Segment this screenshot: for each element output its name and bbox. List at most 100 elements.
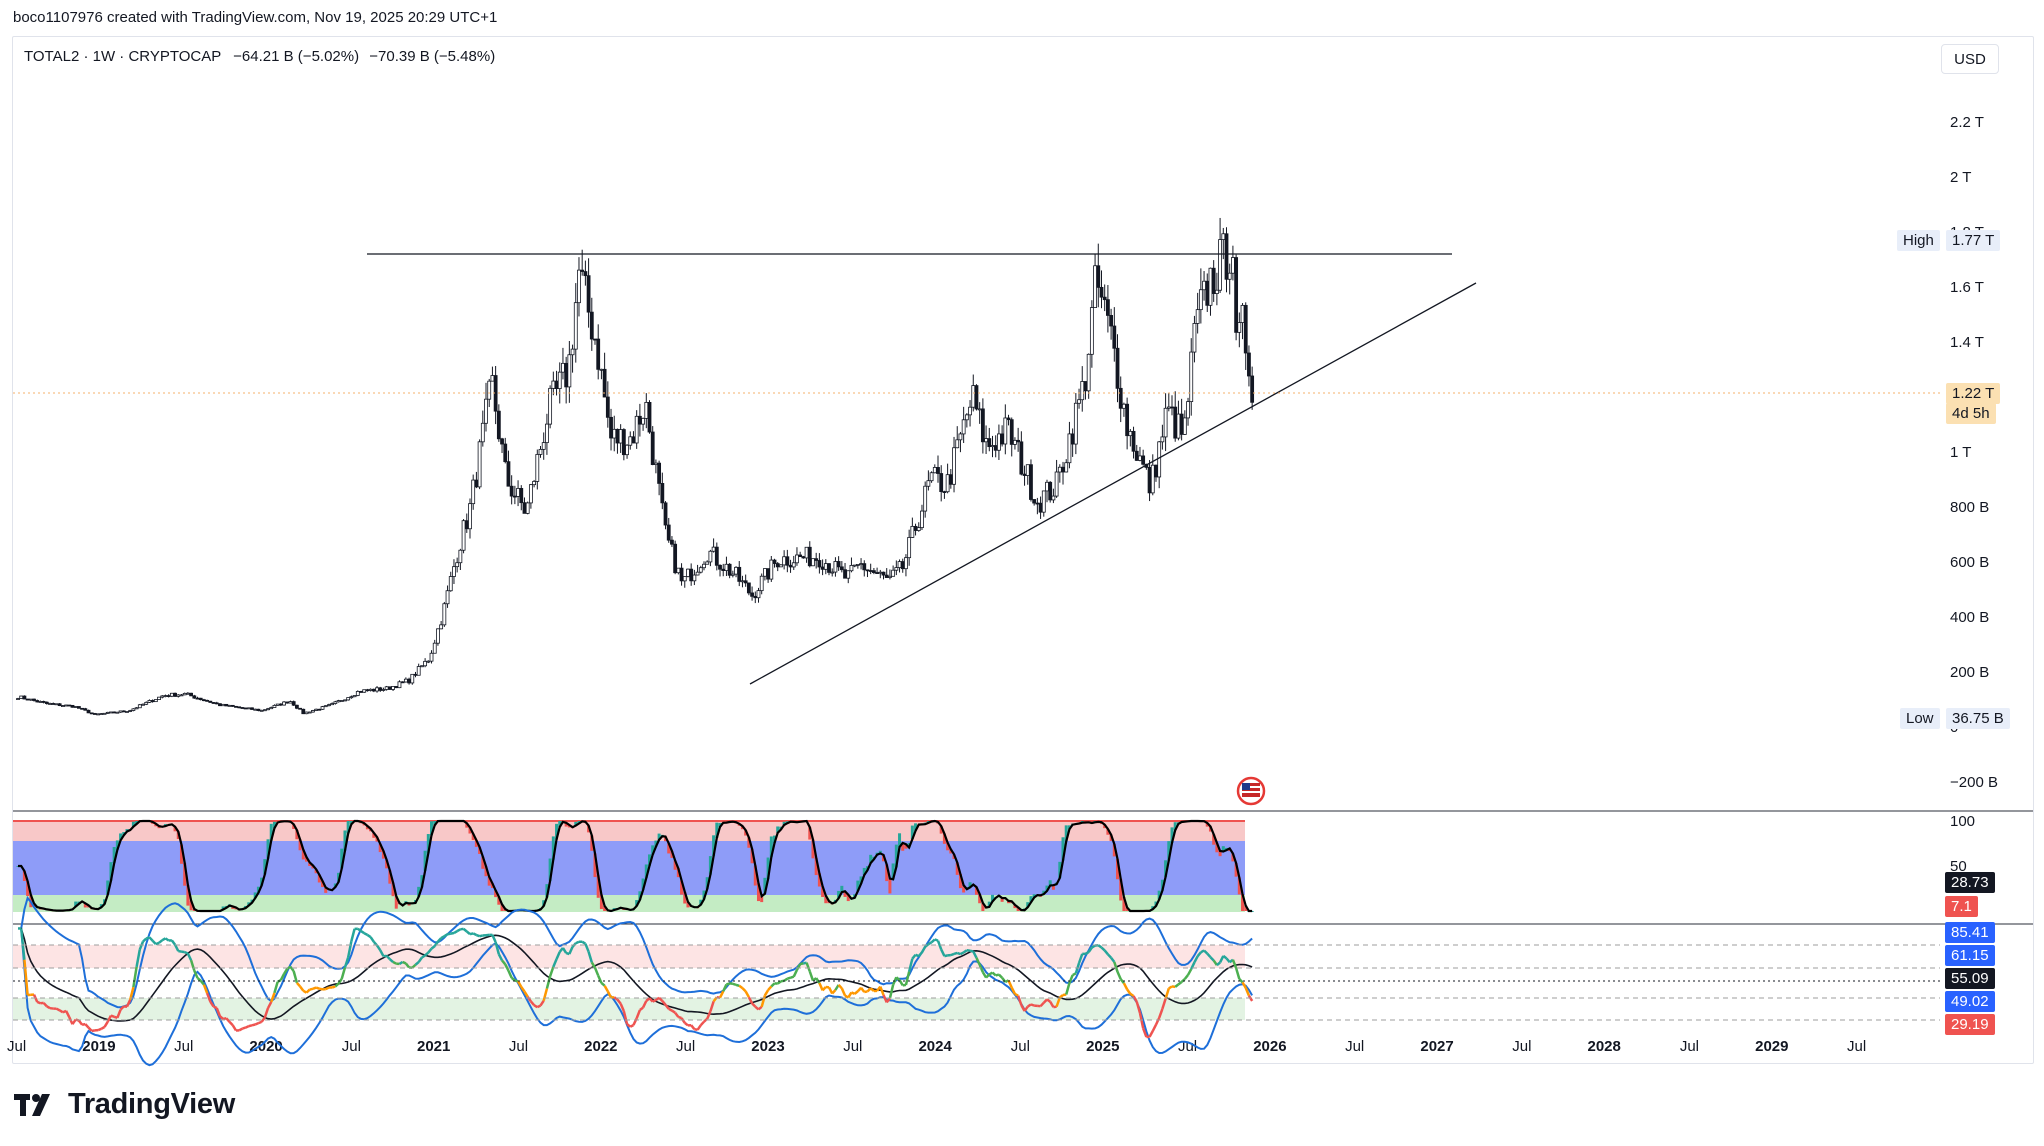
candle — [698, 565, 703, 574]
candle — [314, 708, 319, 712]
stoch-bar — [189, 900, 193, 911]
candle — [500, 437, 504, 454]
rsi-segment — [113, 1015, 118, 1020]
symbol-name[interactable]: TOTAL2 · 1W · CRYPTOCAP — [24, 48, 221, 65]
rsi-segment — [703, 1017, 709, 1023]
us-flag-event-icon[interactable] — [1236, 776, 1266, 806]
rsi-segment — [1103, 949, 1109, 956]
rsi-segment — [379, 949, 385, 957]
candle — [394, 686, 399, 689]
rsi-segment — [718, 990, 725, 999]
rsi-segment — [334, 982, 340, 988]
stoch-bar — [385, 859, 389, 869]
candle — [1179, 398, 1184, 441]
candle — [984, 425, 988, 454]
candle — [1038, 496, 1043, 519]
rsi-segment — [263, 1007, 270, 1018]
candle — [836, 556, 841, 571]
rsi-segment — [985, 973, 991, 979]
rsi-segment — [944, 954, 948, 958]
candle — [1231, 245, 1235, 281]
stoch-bar — [862, 867, 866, 875]
stoch-bar — [173, 826, 177, 832]
rsi-segment — [196, 977, 202, 982]
rsi-segment — [385, 954, 391, 961]
candle — [795, 547, 799, 566]
stoch-bar — [484, 866, 488, 877]
candle — [420, 665, 424, 668]
rsi-segment — [587, 951, 593, 963]
rsi-segment — [110, 1014, 115, 1018]
stoch-bar — [423, 850, 427, 871]
candle — [307, 711, 312, 714]
candle — [1176, 400, 1181, 441]
stoch-bar — [1234, 863, 1238, 877]
rsi-segment — [655, 996, 660, 1002]
candle — [670, 536, 674, 548]
rsi-segment — [193, 970, 199, 979]
candle — [997, 424, 1001, 460]
x-tick-label: 2029 — [1755, 1038, 1788, 1055]
rsi-segment — [760, 995, 767, 1008]
currency-button[interactable]: USD — [1941, 44, 1999, 74]
stoch-bar — [1032, 894, 1036, 898]
rsi-segment — [864, 990, 868, 994]
candle — [948, 468, 953, 489]
stoch-bar — [430, 821, 434, 836]
rsi-segment — [1151, 1024, 1158, 1032]
candle — [535, 449, 540, 490]
candle — [461, 519, 466, 554]
trendline[interactable] — [749, 282, 1477, 685]
candle — [727, 563, 732, 579]
candle — [650, 426, 655, 466]
rsi-segment — [803, 961, 807, 965]
candle — [1073, 393, 1078, 455]
stoch-bar — [340, 848, 344, 869]
candle — [77, 706, 81, 709]
stoch-bar — [381, 850, 385, 859]
candle — [839, 561, 844, 573]
candle — [368, 688, 373, 692]
candle — [288, 700, 293, 704]
rsi-segment — [555, 951, 561, 960]
candle — [391, 686, 395, 692]
candle — [246, 707, 251, 710]
rsi-segment — [209, 1001, 215, 1008]
rsi-segment — [1132, 995, 1138, 1003]
candle — [439, 621, 444, 630]
time-axis[interactable]: Jul 2019 Jul 2020 Jul 2021 Jul 2022 Jul 2023 Jul 20… — [7, 1038, 1866, 1055]
candle — [538, 445, 543, 458]
x-tick-label: Jul — [509, 1038, 528, 1055]
rsi-segment — [831, 989, 837, 995]
rsi-segment — [668, 1007, 673, 1012]
candle — [891, 565, 896, 577]
stoch-bar — [487, 876, 491, 886]
rsi-segment — [1225, 957, 1231, 964]
rsi-segment — [375, 944, 382, 951]
candle — [436, 628, 440, 646]
x-tick-label: Jul — [1847, 1038, 1866, 1055]
stoch-bar — [987, 901, 991, 907]
candle — [1035, 497, 1040, 515]
candle — [762, 568, 767, 581]
stoch-bar — [763, 877, 767, 894]
rsi-segment — [62, 1009, 67, 1014]
candle — [262, 709, 267, 712]
candle — [1154, 464, 1158, 482]
candle — [1109, 308, 1114, 340]
rsi-segment — [808, 970, 815, 982]
rsi-segment — [494, 941, 501, 955]
tradingview-brand[interactable]: TradingView — [14, 1088, 235, 1121]
high-label: High — [1897, 230, 1940, 251]
symbol-legend[interactable]: TOTAL2 · 1W · CRYPTOCAP −64.21 B (−5.02%… — [24, 48, 495, 65]
stoch-bar — [317, 874, 321, 883]
stoch-bar — [272, 821, 276, 829]
candle — [849, 557, 854, 573]
stoch-bar — [949, 849, 953, 854]
rsi-segment — [279, 973, 286, 981]
rsi-segment — [616, 998, 622, 1005]
rsi-segment — [1053, 1005, 1057, 1009]
candle — [1192, 315, 1197, 363]
